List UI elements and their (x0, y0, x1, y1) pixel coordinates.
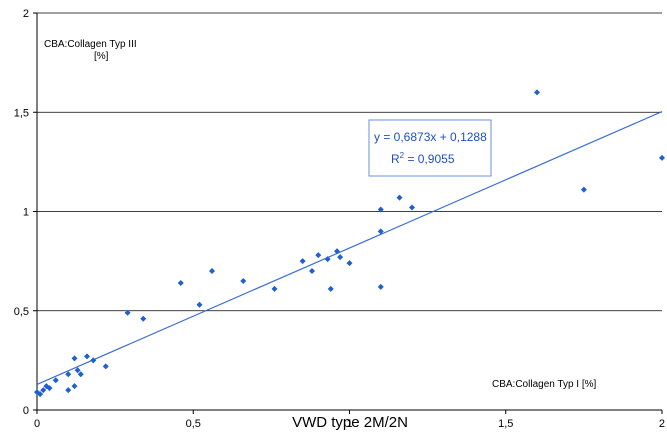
data-point-1 (37, 391, 44, 398)
data-point-6 (65, 387, 72, 394)
trendline (36, 111, 663, 385)
data-point-10 (74, 367, 81, 374)
y-tick-label-3: 1,5 (14, 107, 29, 119)
y-tick-label-4: 2 (23, 8, 29, 20)
data-point-15 (124, 309, 131, 316)
data-point-24 (315, 252, 322, 259)
x-axis-label: CBA:Collagen Typ I [%] (492, 379, 597, 390)
data-point-13 (90, 357, 97, 364)
gridlines (37, 12, 662, 312)
data-point-5 (52, 377, 59, 384)
data-point-26 (327, 285, 334, 292)
data-point-19 (209, 268, 215, 275)
tick-labels: 0 0,5 1 1,5 2 0 0,5 1 1,5 2 (14, 8, 665, 430)
data-point-28 (337, 254, 344, 261)
data-point-33 (396, 194, 403, 201)
y-axis-label: CBA:Collagen Typ III (44, 39, 137, 50)
x-tick-label-1: 0,5 (186, 418, 201, 430)
data-point-29 (346, 260, 353, 267)
data-point-11 (77, 371, 84, 378)
y-axis-unit: [%] (94, 51, 109, 62)
data-point-27 (334, 248, 340, 255)
y-tick-label-1: 0,5 (14, 306, 29, 318)
x-tick-label-2: 1 (346, 418, 352, 430)
y-tick-label-0: 0 (23, 405, 29, 417)
y-tick-label-2: 1 (23, 207, 29, 219)
data-point-21 (271, 285, 278, 292)
data-point-16 (140, 315, 147, 322)
data-point-31 (377, 228, 384, 235)
data-point-2 (40, 387, 47, 394)
data-points (34, 89, 665, 398)
data-point-23 (309, 268, 315, 275)
data-point-37 (659, 154, 665, 161)
data-point-35 (534, 89, 540, 96)
data-point-8 (71, 355, 78, 362)
trendline-equation: y = 0,6873x + 0,1288 (374, 130, 487, 144)
data-point-20 (240, 277, 247, 284)
chart-caption: VWD type 2M/2N (292, 414, 408, 431)
x-tick-label-4: 2 (659, 418, 665, 430)
data-point-25 (324, 256, 331, 263)
x-tick-label-3: 1,5 (498, 418, 513, 430)
data-point-36 (580, 186, 587, 193)
data-point-7 (65, 371, 72, 378)
data-point-30 (377, 206, 384, 213)
data-point-18 (196, 301, 203, 308)
equation-box: y = 0,6873x + 0,1288 R2 = 0,9055 (368, 119, 492, 177)
r-squared-label: R2 = 0,9055 (391, 151, 455, 166)
data-point-22 (299, 258, 306, 265)
data-point-4 (46, 385, 53, 392)
data-point-12 (84, 353, 90, 360)
axes (33, 12, 663, 414)
data-point-17 (177, 279, 184, 286)
data-point-34 (409, 204, 415, 211)
data-point-14 (102, 363, 109, 370)
data-point-9 (71, 383, 78, 390)
x-tick-label-0: 0 (34, 418, 40, 430)
data-point-32 (377, 283, 384, 290)
